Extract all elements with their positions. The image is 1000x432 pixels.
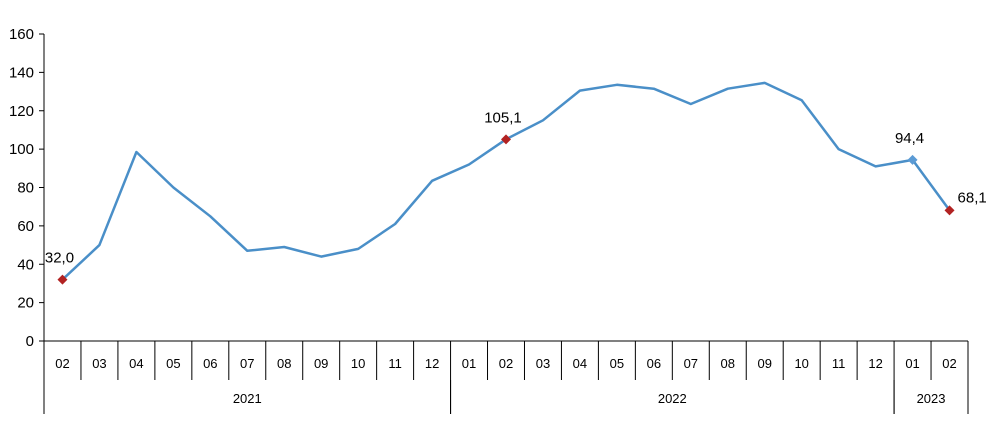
data-point-marker: [501, 134, 511, 145]
x-tick-label: 11: [832, 356, 846, 371]
x-tick-label: 09: [314, 356, 328, 371]
x-tick-label: 01: [905, 356, 919, 371]
y-tick-label: 80: [17, 180, 34, 197]
x-tick-label: 06: [203, 356, 217, 371]
year-label: 2022: [658, 391, 687, 406]
y-tick-label: 20: [17, 295, 34, 312]
x-tick-label: 03: [536, 356, 550, 371]
data-label: 68,1: [958, 189, 987, 206]
x-tick-label: 05: [166, 356, 180, 371]
x-tick-label: 07: [684, 356, 698, 371]
y-tick-label: 120: [9, 103, 34, 120]
x-tick-label: 11: [388, 356, 402, 371]
data-labels: 32,0 105,1 94,4 68,1: [45, 109, 987, 285]
y-tick-label: 60: [17, 218, 34, 235]
y-tick-label: 160: [9, 26, 34, 43]
y-tick-label: 40: [17, 256, 34, 273]
data-point-marker: [907, 154, 918, 165]
y-tick-label: 100: [9, 141, 34, 158]
x-tick-label: 07: [240, 356, 254, 371]
y-tick-label: 0: [26, 333, 34, 350]
data-label: 94,4: [895, 130, 924, 147]
x-tick-label: 08: [277, 356, 291, 371]
x-tick-label: 09: [757, 356, 771, 371]
x-axis: 02 03 04 05 06 07 08 09 10 11 12 01 02 03 04 05 06 07 08 09…: [43, 340, 969, 414]
x-tick-label: 04: [573, 356, 587, 371]
x-tick-label: 10: [794, 356, 808, 371]
y-tick-label: 140: [9, 64, 34, 81]
x-tick-label: 10: [351, 356, 365, 371]
x-tick-label: 06: [647, 356, 661, 371]
x-tick-label: 08: [721, 356, 735, 371]
year-label: 2023: [917, 391, 946, 406]
x-tick-label: 02: [55, 356, 69, 371]
data-label: 105,1: [484, 109, 522, 126]
x-tick-label: 03: [92, 356, 106, 371]
x-tick-label: 02: [499, 356, 513, 371]
x-tick-label: 05: [610, 356, 624, 371]
x-tick-label: 02: [942, 356, 956, 371]
x-tick-label: 01: [462, 356, 476, 371]
y-axis: 0 20 40 60 80 100 120 140 160: [9, 26, 45, 350]
x-tick-label: 04: [129, 356, 143, 371]
data-point-marker: [57, 274, 68, 285]
year-label: 2021: [233, 391, 262, 406]
x-tick-label: 12: [425, 356, 439, 371]
x-tick-label: 12: [868, 356, 882, 371]
data-point-marker: [944, 205, 955, 216]
data-label: 32,0: [45, 250, 74, 267]
